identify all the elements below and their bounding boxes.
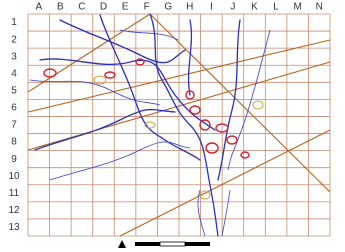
scale-bar bbox=[185, 242, 210, 246]
river bbox=[60, 20, 185, 63]
row-label: 12 bbox=[8, 205, 20, 216]
sites bbox=[44, 59, 263, 199]
stream bbox=[198, 190, 205, 236]
column-label: B bbox=[57, 2, 64, 13]
row-label: 4 bbox=[11, 68, 17, 79]
grid bbox=[28, 14, 330, 236]
row-label: 5 bbox=[11, 85, 17, 96]
scale bbox=[118, 240, 210, 248]
column-label: J bbox=[230, 2, 235, 13]
row-label: 3 bbox=[11, 51, 17, 62]
row-label: 8 bbox=[11, 137, 17, 148]
site bbox=[44, 69, 56, 77]
row-label: 10 bbox=[8, 171, 20, 182]
site bbox=[94, 76, 106, 84]
stream bbox=[222, 190, 230, 236]
column-label: E bbox=[122, 2, 129, 13]
column-label: I bbox=[210, 2, 213, 13]
row-label: 6 bbox=[11, 103, 17, 114]
site bbox=[206, 143, 218, 153]
column-label: M bbox=[293, 2, 301, 13]
site bbox=[190, 106, 200, 114]
scale-bar bbox=[135, 242, 160, 246]
rivers bbox=[30, 14, 270, 236]
site bbox=[227, 136, 237, 144]
column-label: N bbox=[316, 2, 323, 13]
row-label: 9 bbox=[11, 154, 17, 165]
row-label: 7 bbox=[11, 120, 17, 131]
column-label: K bbox=[251, 2, 258, 13]
column-label: F bbox=[144, 2, 150, 13]
north-arrow bbox=[118, 240, 126, 248]
scale-bar bbox=[160, 242, 185, 246]
row-label: 13 bbox=[8, 222, 20, 233]
column-label: D bbox=[100, 2, 107, 13]
map-screenshot: ABCDEFGHIJKLMN12345678910111213 bbox=[0, 0, 345, 252]
road bbox=[28, 14, 150, 92]
map: ABCDEFGHIJKLMN12345678910111213 bbox=[0, 0, 345, 252]
row-label: 11 bbox=[9, 188, 20, 199]
row-label: 1 bbox=[11, 17, 17, 28]
column-label: C bbox=[78, 2, 85, 13]
site bbox=[253, 101, 263, 109]
column-label: A bbox=[35, 2, 42, 13]
site bbox=[241, 152, 249, 158]
site bbox=[105, 72, 115, 78]
column-label: H bbox=[186, 2, 193, 13]
row-label: 2 bbox=[11, 34, 17, 45]
road bbox=[150, 14, 330, 192]
stream bbox=[120, 30, 178, 40]
column-label: L bbox=[273, 2, 279, 13]
column-label: G bbox=[164, 2, 172, 13]
